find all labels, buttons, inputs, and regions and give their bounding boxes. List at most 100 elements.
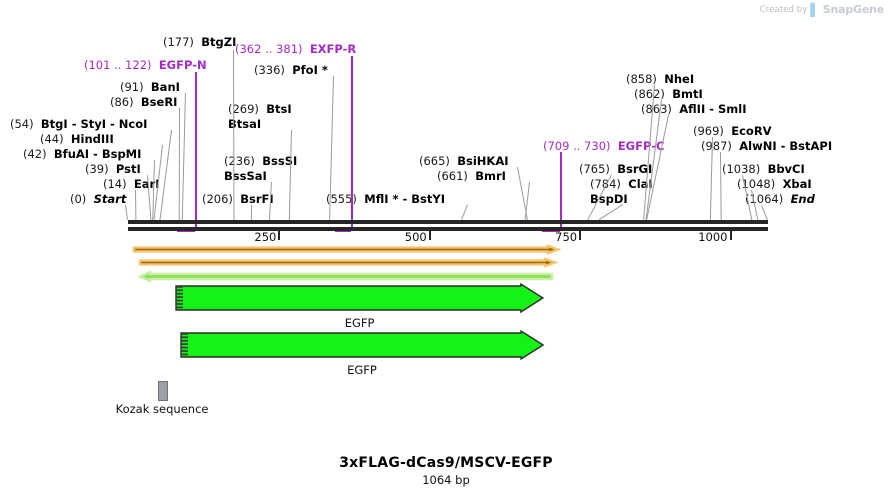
restriction-site-label-xbaI[interactable]: (1048) XbaI	[737, 178, 812, 191]
restriction-site-label-egfp-n[interactable]: (101 .. 122) EGFP-N	[84, 59, 207, 72]
site-name: BtgI - StyI - NcoI	[40, 117, 148, 131]
feature-arrow-shape	[180, 329, 545, 361]
ruler-tick	[579, 231, 582, 240]
feature-arrow-shape	[138, 257, 559, 268]
restriction-site-label-bbvcI[interactable]: (1038) BbvCI	[722, 163, 805, 176]
restriction-site-label-earI[interactable]: (14) EarI	[103, 178, 160, 191]
restriction-site-label-end[interactable]: (1064) End	[745, 193, 815, 206]
restriction-site-label-afliI[interactable]: (863) AflII - SmlI	[641, 103, 747, 116]
site-name: AlwNI - BstAPI	[739, 139, 833, 153]
site-position: (14)	[103, 177, 127, 191]
site-name: PstI	[115, 162, 141, 176]
site-name: XbaI	[782, 177, 812, 191]
restriction-site-label-bmrI[interactable]: (661) BmrI	[437, 170, 506, 183]
site-name: EGFP-C	[617, 139, 665, 153]
site-name: Start	[93, 192, 127, 206]
restriction-site-label-bsssI[interactable]: (236) BssSI	[224, 155, 297, 168]
site-name: BmtI	[672, 87, 703, 101]
restriction-site-label-bfuai[interactable]: (42) BfuAI - BspMI	[23, 148, 141, 161]
site-position: (39)	[85, 162, 109, 176]
site-position: (1048)	[737, 177, 776, 191]
feature-truncation-hatch	[180, 333, 188, 356]
feature-arrow-shape	[175, 282, 545, 314]
site-position: (42)	[23, 147, 47, 161]
restriction-site-label-alwnI[interactable]: (987) AlwNI - BstAPI	[701, 140, 832, 153]
sequence-length: 1064 bp	[422, 473, 470, 487]
site-name: NheI	[664, 72, 695, 86]
page-title: 3xFLAG-dCas9/MSCV-EGFP	[339, 455, 553, 471]
site-name: BtgZI	[201, 35, 237, 49]
site-position: (863)	[641, 102, 672, 116]
site-position: (862)	[634, 87, 665, 101]
site-name: BssSaI	[224, 169, 267, 183]
site-position: (0)	[70, 192, 87, 206]
site-name: EXFP-R	[309, 42, 357, 56]
restriction-site-label-exfp-r[interactable]: (362 .. 381) EXFP-R	[235, 43, 356, 56]
restriction-site-label-egfp-c[interactable]: (709 .. 730) EGFP-C	[543, 140, 664, 153]
restriction-site-label-nheI[interactable]: (858) NheI	[626, 73, 694, 86]
feature-label-egfp-1: EGFP	[344, 316, 375, 330]
restriction-site-label-claI[interactable]: (784) ClaI	[590, 178, 653, 191]
site-name: HindIII	[70, 132, 114, 146]
restriction-site-label-bsihkaI[interactable]: (665) BsiHKAI	[419, 155, 509, 168]
feature-label-egfp-2: EGFP	[347, 363, 377, 377]
feature-truncation-hatch	[176, 286, 184, 309]
site-name: AflII - SmlI	[679, 102, 747, 116]
restriction-site-label-btsI[interactable]: (269) BtsI	[228, 103, 292, 116]
restriction-site-label-mflI[interactable]: (555) MflI * - BstYI	[326, 193, 445, 206]
ruler-tick-label: 250	[254, 230, 277, 244]
site-name: BfuAI - BspMI	[53, 147, 142, 161]
ruler-tick-label: 1000	[698, 230, 728, 244]
site-name: BanI	[150, 80, 180, 94]
site-position: (91)	[120, 80, 144, 94]
ruler-tick	[729, 231, 732, 240]
restriction-site-label-banI[interactable]: (91) BanI	[120, 81, 180, 94]
site-name: BsrGI	[617, 162, 653, 176]
restriction-site-label-bseri[interactable]: (86) BseRI	[110, 96, 177, 109]
feature-primer-3[interactable]	[137, 270, 554, 283]
restriction-site-label-bsrfI[interactable]: (206) BsrFI	[202, 193, 274, 206]
restriction-site-label-btgzI[interactable]: (177) BtgZI	[163, 36, 236, 49]
site-name: MflI * - BstYI	[364, 192, 446, 206]
site-position: (858)	[626, 72, 657, 86]
restriction-site-label-pstI[interactable]: (39) PstI	[85, 163, 141, 176]
feature-arrow-shape	[132, 244, 562, 255]
restriction-site-label-ecorv[interactable]: (969) EcoRV	[693, 125, 772, 138]
restriction-site-label-pfoI[interactable]: (336) PfoI *	[254, 64, 328, 77]
restriction-site-label-btsaI[interactable]: BtsaI	[228, 118, 261, 131]
primer-marker-egfp-c[interactable]	[560, 152, 562, 231]
feature-egfp-1[interactable]	[175, 282, 545, 314]
feature-label-kozak: Kozak sequence	[115, 402, 209, 416]
primer-marker-exfp-r[interactable]	[351, 56, 353, 231]
snapgene-logo-icon: ▌	[810, 2, 820, 17]
site-position: (101 .. 122)	[84, 58, 152, 72]
restriction-site-label-hindiii[interactable]: (44) HindIII	[40, 133, 114, 146]
restriction-site-label-start[interactable]: (0) Start	[70, 193, 126, 206]
site-position: (54)	[10, 117, 34, 131]
site-position: (206)	[202, 192, 233, 206]
feature-egfp-2[interactable]	[180, 329, 545, 361]
snapgene-watermark: Created by ▌ SnapGene	[760, 2, 885, 17]
site-name: BssSI	[262, 154, 298, 168]
restriction-site-label-bsssaI[interactable]: BssSaI	[224, 170, 267, 183]
site-leader-line	[250, 204, 252, 220]
restriction-site-label-bmtI[interactable]: (862) BmtI	[634, 88, 703, 101]
site-position: (765)	[579, 162, 610, 176]
primer-marker-egfp-n[interactable]	[195, 72, 197, 231]
backbone-lower-rule	[128, 227, 768, 231]
site-position: (236)	[224, 154, 255, 168]
site-position: (362 .. 381)	[235, 42, 303, 56]
site-name: BtsaI	[228, 117, 262, 131]
feature-kozak-sequence[interactable]	[158, 381, 169, 401]
ruler-tick-label: 750	[555, 230, 578, 244]
site-name: BseRI	[140, 95, 178, 109]
site-position: (269)	[228, 102, 259, 116]
ruler-tick	[278, 231, 281, 240]
feature-primer-2[interactable]	[138, 257, 559, 268]
restriction-site-label-bsrgI[interactable]: (765) BsrGI	[579, 163, 652, 176]
feature-arrow-shape	[137, 270, 554, 283]
restriction-site-label-btgI[interactable]: (54) BtgI - StyI - NcoI	[10, 118, 147, 131]
site-name: BmrI	[475, 169, 506, 183]
feature-primer-1[interactable]	[132, 244, 562, 255]
site-position: (1038)	[722, 162, 761, 176]
